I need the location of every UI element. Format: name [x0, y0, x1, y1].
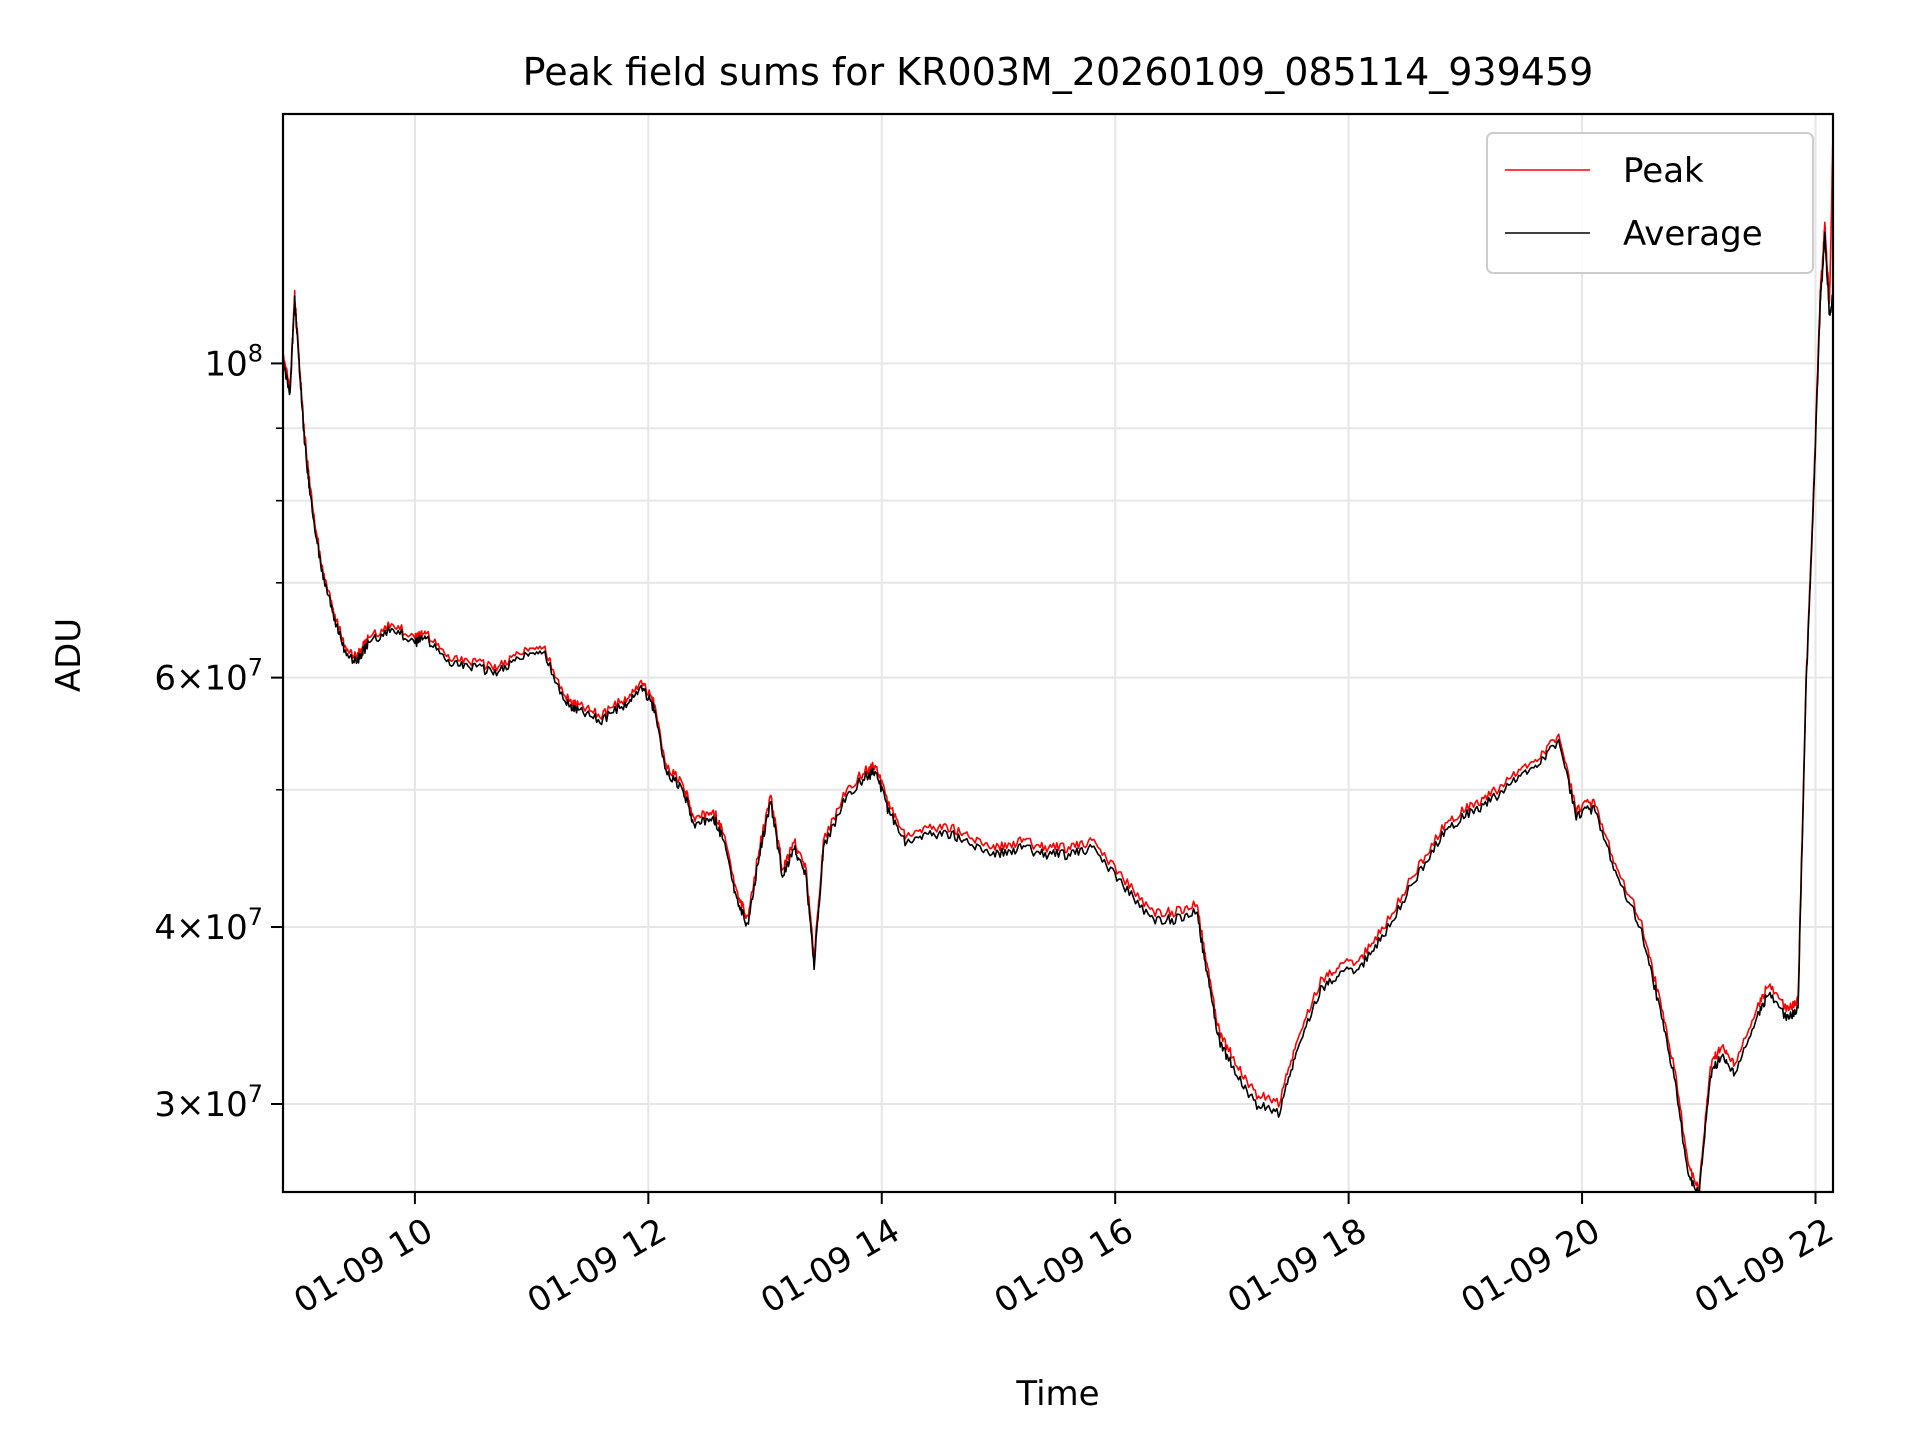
y-tick-exponent: 7 [248, 1080, 263, 1108]
y-tick-label: 3×107 [154, 1080, 263, 1125]
y-tick-mantissa: 3 [154, 1085, 176, 1125]
y-tick-exponent: 8 [248, 339, 263, 367]
y-tick-base: ×10 [176, 908, 248, 948]
y-tick-base: 10 [204, 344, 247, 384]
series-line-average [283, 231, 1833, 1192]
y-tick-exponent: 7 [248, 654, 263, 682]
grid [283, 114, 1833, 1192]
y-tick-label: 108 [204, 339, 263, 384]
legend: Peak Average [1486, 132, 1814, 274]
y-tick-mantissa: 4 [154, 908, 176, 948]
y-tick-label: 6×107 [154, 654, 263, 699]
legend-box [1486, 132, 1814, 274]
legend-label-peak: Peak [1623, 151, 1704, 191]
y-axis-label: ADU [49, 618, 89, 692]
y-tick-mantissa: 6 [154, 659, 176, 699]
y-tick-exponent: 7 [248, 903, 263, 931]
chart-title: Peak field sums for KR003M_20260109_0851… [523, 50, 1594, 94]
y-tick-base: ×10 [176, 659, 248, 699]
x-axis-label: Time [1015, 1374, 1099, 1414]
y-tick-label: 4×107 [154, 903, 263, 948]
series-line-peak [283, 134, 1833, 1192]
y-tick-base: ×10 [176, 1085, 248, 1125]
plot-frame [281, 112, 1835, 1194]
legend-label-average: Average [1623, 214, 1763, 254]
series-layer [283, 134, 1833, 1192]
